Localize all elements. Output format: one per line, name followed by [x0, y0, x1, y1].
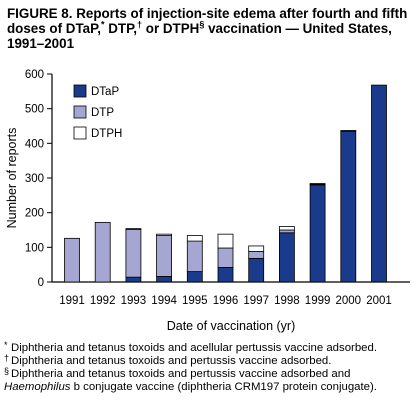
x-tick-label: 1996: [213, 295, 239, 307]
bar-dtph-1995: [186, 235, 203, 242]
footnote-dtph-rest: b conjugate vaccine (diphtheria CRM197 p…: [70, 381, 377, 393]
legend-label-dtap: DTaP: [91, 86, 119, 98]
footnotes: * Diphtheria and tetanus toxoids and ace…: [4, 340, 416, 394]
bar-dtp-1996: [217, 247, 234, 268]
bar-dtph-1994: [156, 233, 173, 236]
bar-dtp-1995: [186, 240, 203, 273]
bar-dtph-1999: [309, 183, 326, 185]
bar-dtp-1994: [156, 235, 173, 277]
y-tick-label: 500: [25, 104, 44, 116]
bar-dtap-1998: [278, 232, 295, 283]
footnote-dtph-continued: Haemophilus b conjugate vaccine (diphthe…: [4, 381, 416, 394]
bar-dtp-1992: [94, 221, 111, 283]
bar-dtap-1995: [186, 271, 203, 283]
bar-chart: 0 100 200 300 400 500 600 1991 1992 1993 1994 1995 1…: [5, 69, 410, 333]
bar-dtp-1998: [278, 229, 295, 234]
title-part-2: DTP,: [104, 21, 138, 36]
footnote-dtap-marker: *: [4, 340, 8, 350]
footnote-dtap: * Diphtheria and tetanus toxoids and ace…: [4, 340, 416, 355]
bar-dtap-1999: [309, 184, 326, 283]
bar-dtph-2000: [340, 130, 357, 132]
y-axis-label: Number of reports: [5, 128, 19, 229]
title-part-4: vaccination — United States, 1991–2001: [7, 21, 392, 51]
bar-dtph-1997: [248, 245, 265, 252]
bar-dtph-1996: [217, 233, 234, 249]
title-part-3: or DTPH: [142, 21, 200, 36]
footnote-dtp: † Diphtheria and tetanus toxoids and per…: [4, 353, 416, 368]
x-tick-label: 2000: [336, 295, 362, 307]
x-tick-label: 1998: [274, 295, 300, 307]
y-tick-label: 0: [38, 277, 44, 289]
y-tick-label: 100: [25, 242, 44, 254]
footnote-dtph-text: Diphtheria and tetanus toxoids and pertu…: [11, 368, 351, 380]
x-tick-label: 1992: [90, 295, 116, 307]
title-mark-3: §: [199, 19, 205, 30]
legend-label-dtph: DTPH: [91, 128, 122, 140]
bar-dtp-1997: [248, 251, 265, 259]
x-tick-label: 1997: [243, 295, 269, 307]
x-tick-label: 2001: [366, 295, 392, 307]
x-tick-label: 1999: [305, 295, 331, 307]
x-tick-label: 1993: [121, 295, 147, 307]
legend-swatch-dtap: [73, 84, 87, 98]
footnote-dtph: § Diphtheria and tetanus toxoids and per…: [4, 366, 416, 381]
title-part-1: FIGURE 8. Reports of injection-site edem…: [7, 6, 408, 36]
y-tick-label: 400: [25, 138, 44, 150]
bar-dtap-1997: [248, 258, 265, 283]
bar-dtap-1996: [217, 267, 234, 283]
figure-title: FIGURE 8. Reports of injection-site edem…: [7, 6, 415, 51]
bar-dtp-1993: [125, 228, 142, 278]
bar-dtap-2000: [340, 130, 357, 283]
x-tick-label: 1995: [182, 295, 208, 307]
y-tick-label: 300: [25, 173, 44, 185]
bar-dtph-1998: [278, 226, 295, 231]
x-tick-label: 1994: [151, 295, 177, 307]
title-mark-1: *: [101, 19, 105, 30]
bar-dtap-2001: [371, 84, 387, 283]
legend-swatch-dtph: [73, 126, 87, 140]
footnote-dtap-text: Diphtheria and tetanus toxoids and acell…: [11, 342, 377, 354]
x-axis-label: Date of vaccination (yr): [167, 319, 296, 333]
bar-dtap-1994: [156, 276, 173, 283]
bar-dtap-1993: [125, 276, 142, 283]
footnote-dtp-marker: †: [4, 353, 10, 363]
y-tick-label: 200: [25, 208, 44, 220]
footnote-dtph-marker: §: [4, 366, 10, 376]
x-tick-label: 1991: [59, 295, 85, 307]
bar-dtph-1993: [125, 228, 142, 230]
bar-dtp-1991: [64, 237, 80, 283]
footnote-dtp-text: Diphtheria and tetanus toxoids and pertu…: [11, 355, 332, 367]
y-tick-label: 600: [25, 69, 44, 81]
legend-swatch-dtp: [73, 105, 87, 119]
legend-label-dtp: DTP: [91, 107, 114, 119]
title-mark-2: †: [137, 19, 143, 30]
footnote-dtph-italic: Haemophilus: [4, 381, 71, 393]
